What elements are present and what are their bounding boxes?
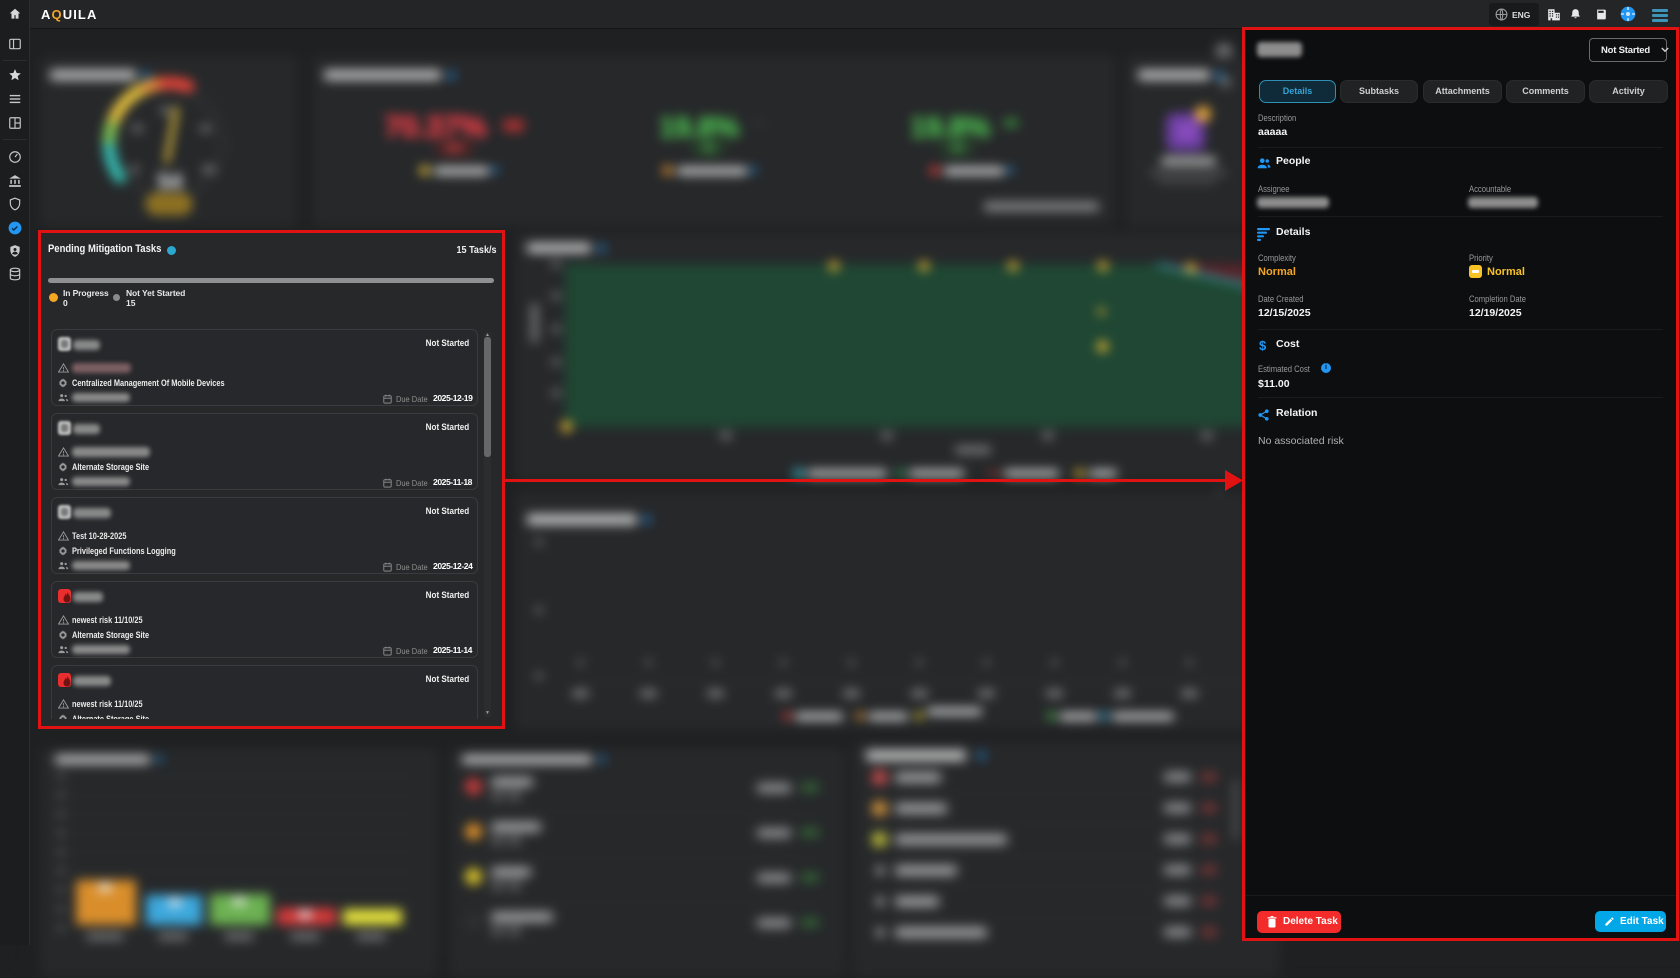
svg-text:54: 54 (158, 169, 183, 194)
